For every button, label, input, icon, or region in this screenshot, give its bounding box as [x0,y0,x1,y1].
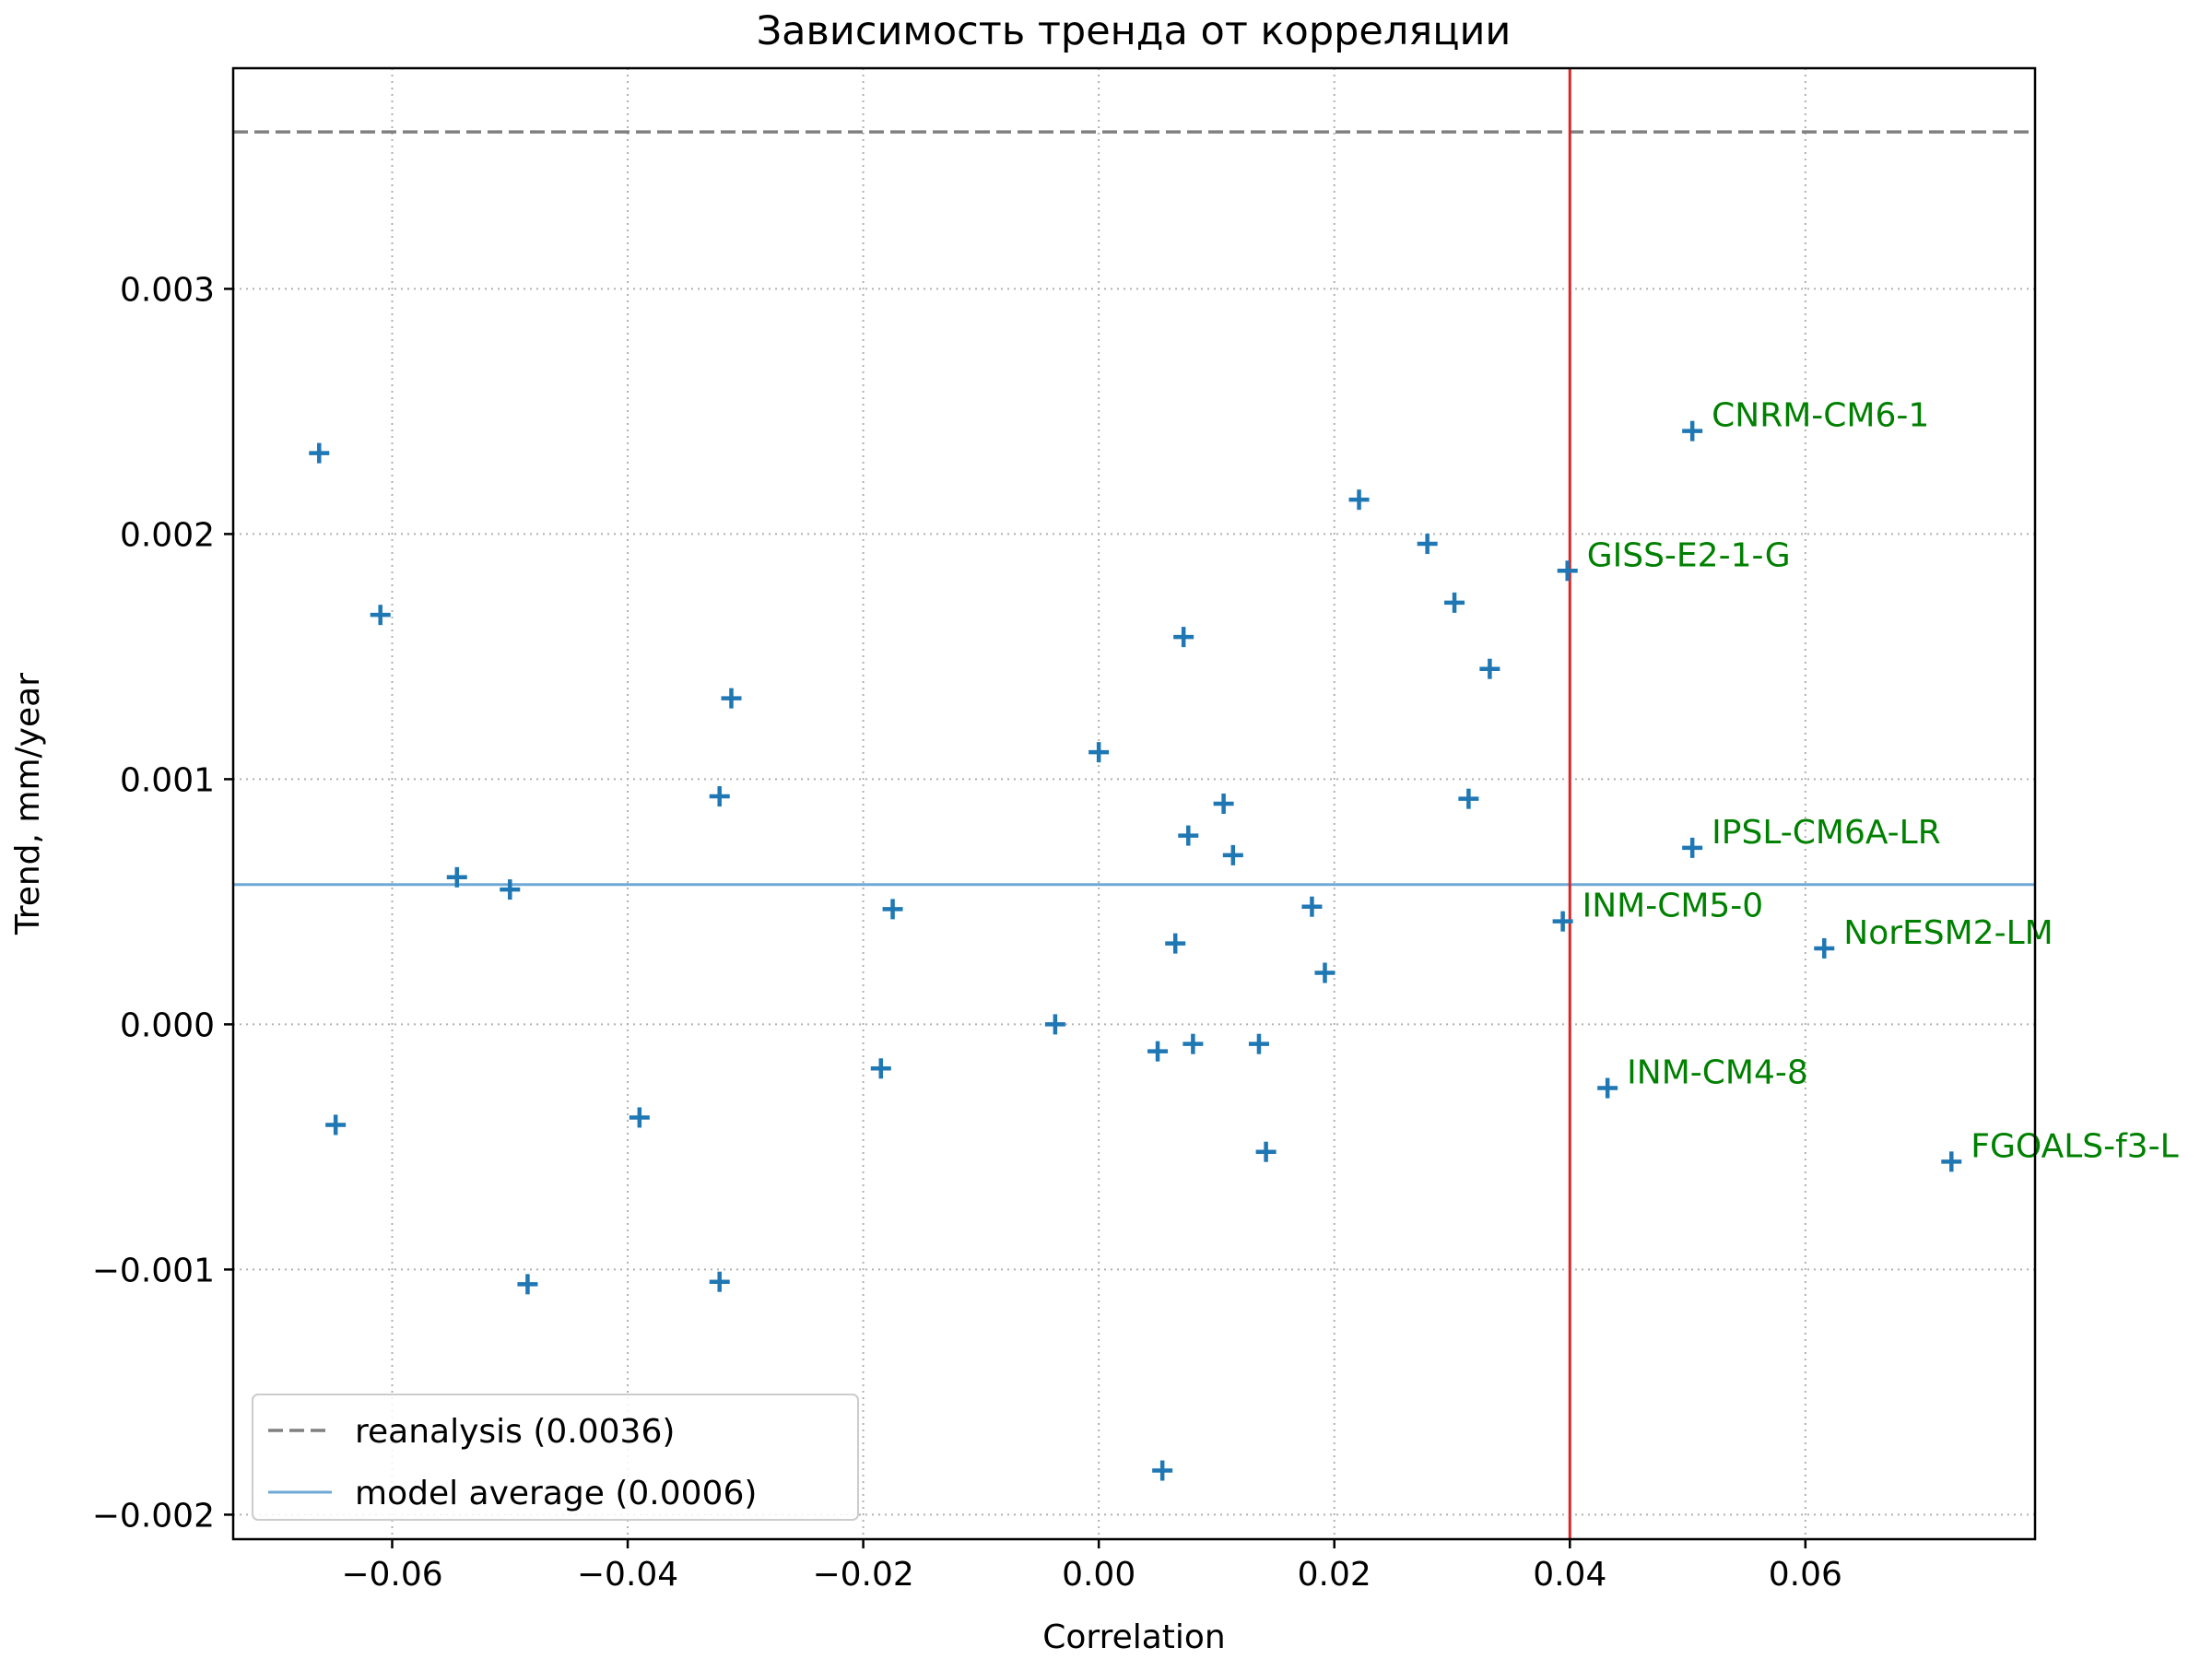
data-point [325,1114,347,1135]
y-tick-label: −0.002 [92,1497,215,1535]
point-annotations: INM-CM5-0 GISS-E2-1-G INM-CM4-8 CNRM-CM6-1 I… [1583,397,2179,1166]
data-point [1088,742,1110,763]
x-tick-label: −0.04 [577,1556,678,1594]
chart-title: Зависимость тренда от корреляции [757,8,1512,54]
data-point [709,786,730,807]
data-point [1301,896,1323,917]
reference-lines [233,68,2035,1539]
data-point [870,1058,891,1079]
x-tick-label: 0.06 [1769,1556,1842,1594]
data-point [1479,658,1500,679]
data-point [500,879,521,900]
point-label: NorESM2-LM [1843,914,2053,952]
data-point [1682,837,1703,858]
legend: reanalysis (0.0036) model average (0.0006… [252,1394,859,1521]
y-tick-label: 0.001 [120,761,215,799]
data-point [1557,560,1578,582]
x-tick-label: −0.06 [341,1556,442,1594]
x-axis-title: Correlation [1042,1618,1226,1656]
legend-box [252,1394,859,1521]
data-point [1222,844,1243,865]
data-point [1597,1077,1618,1099]
data-point [1458,788,1479,809]
point-label: FGOALS-f3-L [1971,1127,2178,1165]
data-point [1255,1141,1277,1162]
data-point [1147,1041,1169,1062]
data-point [1044,1014,1065,1035]
data-point [1173,627,1194,648]
x-tick-label: 0.00 [1062,1556,1135,1594]
data-point [1814,937,1835,959]
x-tick-label: −0.02 [812,1556,913,1594]
data-point [1941,1151,1962,1172]
data-point [629,1107,650,1128]
data-point [709,1271,730,1292]
point-label: CNRM-CM6-1 [1712,397,1929,435]
data-point [1348,489,1370,511]
point-label: INM-CM4-8 [1627,1054,1808,1092]
data-point [1682,420,1703,441]
point-label: INM-CM5-0 [1583,888,1764,925]
point-label: IPSL-CM6A-LR [1712,814,1941,852]
point-label: GISS-E2-1-G [1587,536,1791,574]
data-point [1178,825,1199,846]
data-point [1417,534,1438,555]
data-point [1152,1460,1173,1481]
legend-model-average-label: model average (0.0006) [355,1475,757,1512]
data-point [1444,592,1465,613]
data-point [721,688,742,709]
plot-frame [231,66,2037,1541]
data-points [309,420,1962,1481]
x-tick-label: 0.04 [1533,1556,1606,1594]
data-point [517,1274,538,1295]
legend-reanalysis-label: reanalysis (0.0036) [355,1413,675,1451]
data-point [1213,794,1234,814]
data-point [1182,1033,1204,1054]
y-tick-label: 0.000 [120,1006,215,1044]
data-point [446,866,467,888]
y-axis-title: Trend, mm/year [9,673,47,935]
x-tick-label: 0.02 [1298,1556,1371,1594]
data-point [1165,933,1186,954]
y-tick-label: 0.002 [120,516,215,554]
data-point [309,442,330,464]
y-tick-label: 0.003 [120,271,215,309]
data-point [1314,962,1335,983]
data-point [1552,911,1573,932]
axis-ticks: −0.06 −0.04 −0.02 0.00 0.02 0.04 0.06 −0.002 −0.… [92,271,1842,1594]
grid-layer [233,68,2035,1539]
data-point [1248,1033,1269,1054]
data-point [370,605,391,626]
y-tick-label: −0.001 [92,1252,215,1289]
data-point [882,899,903,920]
